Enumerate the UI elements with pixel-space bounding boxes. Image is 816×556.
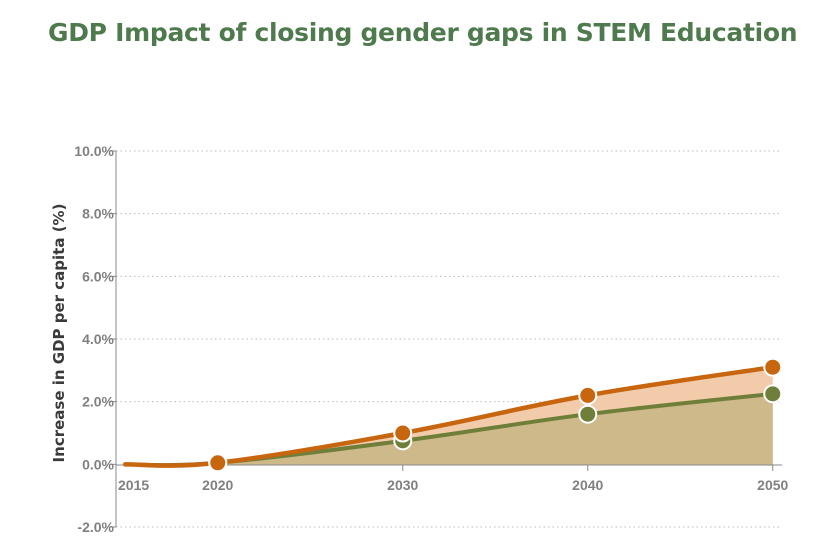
- y-tick-label: 8.0%: [82, 206, 114, 222]
- y-tick-label: 4.0%: [82, 331, 114, 347]
- y-tick-label: -2.0%: [77, 519, 114, 535]
- upper-series-line: [123, 364, 775, 468]
- x-tick-label: 2030: [387, 477, 418, 493]
- upper-series-point: [393, 423, 413, 443]
- upper-series-point: [208, 453, 228, 473]
- tick-labels: -2.0% 0.0% 2.0% 4.0% 6.0% 8.0% 10.0% 2015 2020 20…: [74, 143, 788, 535]
- x-tick-label: 2040: [572, 477, 603, 493]
- series-markers: [208, 357, 783, 473]
- x-tick-label: 2015: [118, 477, 149, 493]
- lower-series-point: [578, 404, 598, 424]
- y-axis-label: Increase in GDP per capita (%): [50, 204, 68, 463]
- upper-series-point: [578, 385, 598, 405]
- series-lines: [123, 364, 775, 468]
- y-tick-label: 10.0%: [74, 143, 114, 159]
- x-tick-label: 2020: [202, 477, 233, 493]
- y-tick-label: 2.0%: [82, 394, 114, 410]
- y-tick-label: 0.0%: [82, 456, 114, 472]
- chart-title: GDP Impact of closing gender gaps in STE…: [48, 18, 798, 47]
- upper-series-point: [763, 357, 783, 377]
- x-tick-label: 2050: [757, 477, 788, 493]
- axes: [110, 150, 782, 528]
- lower-series-point: [763, 384, 783, 404]
- y-tick-label: 6.0%: [82, 268, 114, 284]
